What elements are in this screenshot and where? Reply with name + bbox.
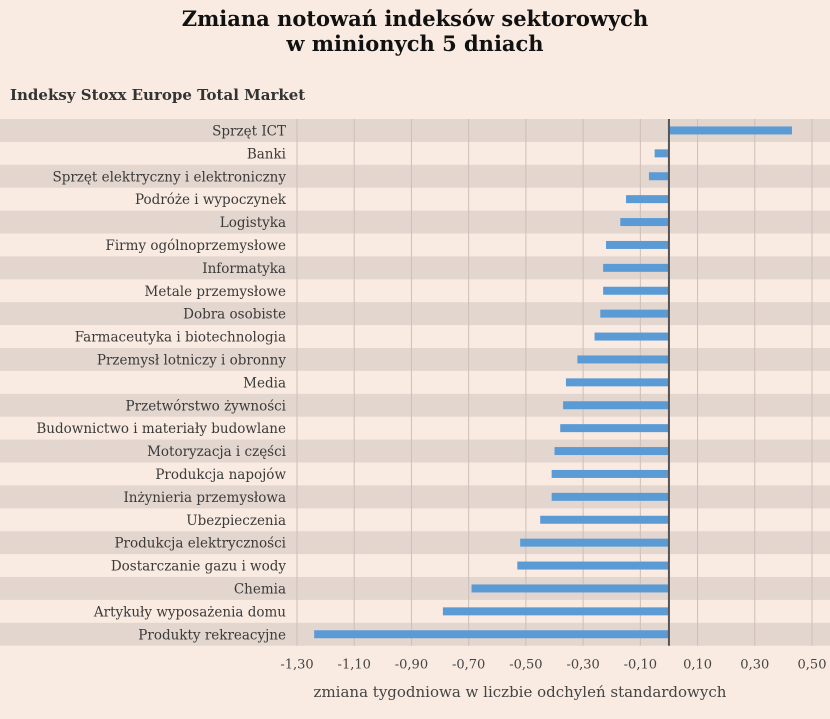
bar bbox=[471, 584, 669, 593]
category-label: Budownictwo i materiały budowlane bbox=[36, 421, 286, 437]
x-tick-label: -1,30 bbox=[280, 658, 313, 673]
bar bbox=[540, 515, 669, 524]
bar bbox=[603, 263, 669, 272]
category-label: Produkcja napojów bbox=[155, 467, 286, 483]
row-band bbox=[0, 348, 830, 371]
bar bbox=[551, 492, 669, 501]
category-label: Inżynieria przemysłowa bbox=[123, 490, 286, 506]
bar bbox=[603, 286, 669, 295]
x-tick-label: -0,90 bbox=[395, 658, 428, 673]
x-axis-label: zmiana tygodniowa w liczbie odchyleń sta… bbox=[313, 683, 727, 701]
bar bbox=[560, 424, 669, 433]
bar bbox=[620, 218, 669, 227]
category-label: Firmy ogólnoprzemysłowe bbox=[106, 238, 287, 254]
category-label: Motoryzacja i części bbox=[147, 444, 287, 460]
row-band bbox=[0, 302, 830, 326]
category-label: Podróże i wypoczynek bbox=[135, 192, 287, 208]
category-label: Informatyka bbox=[202, 261, 286, 277]
x-tick-label: 0,50 bbox=[798, 658, 827, 673]
category-label: Chemia bbox=[234, 581, 286, 597]
row-band bbox=[0, 164, 830, 188]
bar bbox=[565, 378, 669, 387]
chart-subtitle: Indeksy Stoxx Europe Total Market bbox=[10, 86, 306, 104]
bar bbox=[600, 309, 669, 318]
bar bbox=[648, 172, 669, 181]
x-tick-label: 0,10 bbox=[683, 658, 712, 673]
x-tick-label: 0,30 bbox=[740, 658, 769, 673]
row-band bbox=[0, 119, 830, 142]
bar bbox=[577, 355, 669, 364]
category-label: Produkcja elektryczności bbox=[114, 536, 286, 552]
chart-title: Zmiana notowań indeksów sektorowych w mi… bbox=[0, 6, 830, 56]
bar bbox=[594, 332, 669, 341]
bar bbox=[563, 401, 669, 410]
category-label: Przemysł lotniczy i obronny bbox=[97, 352, 286, 368]
x-tick-label: -0,50 bbox=[509, 658, 542, 673]
chart-title-line1: Zmiana notowań indeksów sektorowych bbox=[181, 6, 649, 31]
bar bbox=[314, 630, 669, 639]
bar bbox=[517, 561, 669, 570]
category-label: Przetwórstwo żywności bbox=[126, 398, 287, 414]
bar bbox=[654, 149, 669, 158]
category-label: Sprzęt elektryczny i elektroniczny bbox=[52, 169, 286, 185]
bar bbox=[554, 447, 669, 456]
category-label: Produkty rekreacyjne bbox=[138, 627, 286, 643]
row-band bbox=[0, 210, 830, 234]
bar bbox=[606, 240, 669, 249]
row-band bbox=[0, 393, 830, 417]
x-tick-label: -1,10 bbox=[338, 658, 371, 673]
category-label: Ubezpieczenia bbox=[186, 513, 286, 529]
category-label: Artykuły wyposażenia domu bbox=[93, 604, 286, 620]
category-label: Metale przemysłowe bbox=[145, 284, 287, 300]
category-label: Sprzęt ICT bbox=[212, 123, 286, 139]
chart-title-line2: w minionych 5 dniach bbox=[286, 31, 544, 56]
category-label: Dostarczanie gazu i wody bbox=[111, 559, 287, 575]
x-tick-label: -0,70 bbox=[452, 658, 485, 673]
x-tick-label: -0,30 bbox=[566, 658, 599, 673]
bar bbox=[442, 607, 669, 616]
x-tick-label: -0,10 bbox=[624, 658, 657, 673]
bar bbox=[551, 469, 669, 478]
category-label: Media bbox=[243, 375, 286, 391]
category-label: Logistyka bbox=[220, 215, 286, 231]
row-band bbox=[0, 485, 830, 509]
category-label: Banki bbox=[247, 146, 287, 162]
row-band bbox=[0, 256, 830, 280]
row-band bbox=[0, 531, 830, 555]
bar bbox=[520, 538, 669, 547]
row-band bbox=[0, 439, 830, 463]
category-label: Dobra osobiste bbox=[183, 307, 286, 323]
bar bbox=[626, 195, 669, 204]
category-label: Farmaceutyka i biotechnologia bbox=[75, 330, 286, 346]
bar bbox=[668, 126, 792, 135]
row-band bbox=[0, 577, 830, 600]
